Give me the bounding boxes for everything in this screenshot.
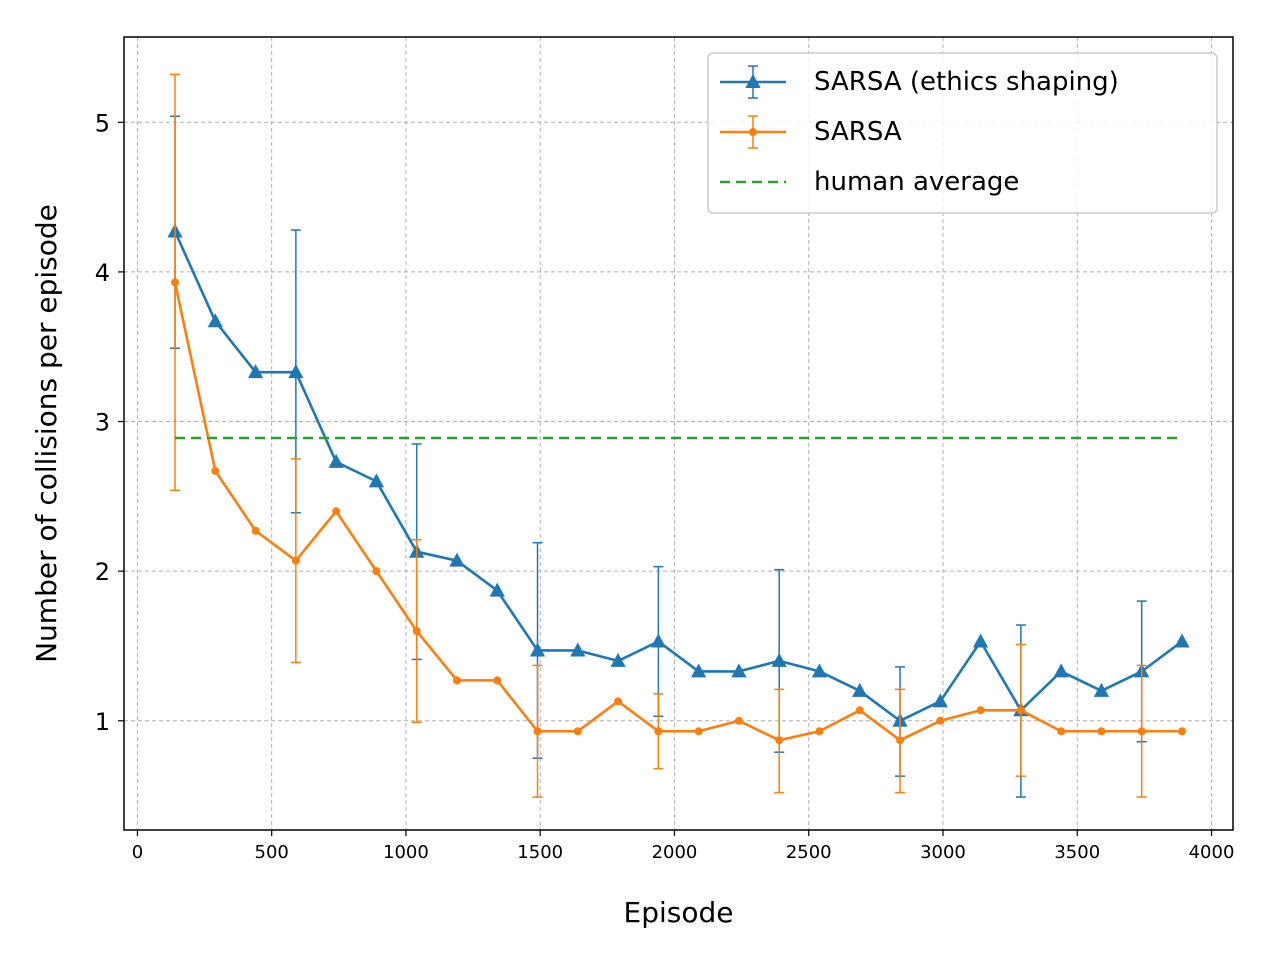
plot-frame — [123, 36, 1234, 831]
data-point[interactable] — [529, 642, 546, 657]
series-group — [167, 73, 1190, 798]
x-tick-label: 1000 — [383, 842, 429, 863]
series-line — [173, 230, 1183, 723]
data-point[interactable] — [691, 663, 707, 678]
y-axis-title: Number of collisions per episode — [30, 204, 63, 663]
data-point[interactable] — [247, 364, 264, 379]
data-point[interactable] — [412, 627, 421, 636]
y-tick-label: 4 — [95, 259, 110, 287]
data-point[interactable] — [654, 727, 663, 736]
x-tick-label: 3500 — [1054, 842, 1100, 863]
data-point[interactable] — [332, 507, 341, 516]
data-point[interactable] — [171, 278, 180, 287]
data-point[interactable] — [734, 716, 743, 725]
x-tick-label: 500 — [255, 842, 289, 863]
data-point[interactable] — [614, 697, 623, 706]
legend-box — [707, 52, 1218, 214]
y-tick-label: 5 — [95, 109, 110, 137]
legend-item[interactable]: human average — [720, 167, 1019, 197]
y-tick-label: 1 — [95, 708, 110, 736]
data-point[interactable] — [775, 736, 784, 745]
data-point[interactable] — [372, 567, 381, 576]
data-point[interactable] — [452, 676, 461, 685]
data-point[interactable] — [1057, 727, 1066, 736]
x-axis-ticks: 0 500 1000 1500 2000 2500 3000 3500 4000 — [132, 830, 1235, 863]
data-point[interactable] — [610, 652, 626, 667]
data-point[interactable] — [288, 364, 304, 379]
data-point[interactable] — [1174, 633, 1190, 648]
series-sarsa — [170, 73, 1186, 798]
legend-label: SARSA — [814, 117, 902, 147]
data-point[interactable] — [936, 716, 945, 725]
data-point[interactable] — [207, 313, 223, 328]
data-point[interactable] — [1137, 727, 1146, 736]
data-point[interactable] — [251, 526, 260, 535]
data-point[interactable] — [1053, 663, 1069, 678]
data-point[interactable] — [449, 552, 465, 567]
data-point[interactable] — [731, 663, 747, 678]
data-point[interactable] — [493, 676, 502, 685]
x-tick-label: 1500 — [517, 842, 563, 863]
data-point[interactable] — [811, 663, 828, 678]
data-point[interactable] — [291, 556, 300, 565]
series-line — [173, 282, 1182, 742]
data-point[interactable] — [771, 652, 787, 667]
x-axis-title: Episode — [624, 896, 734, 929]
legend-label: human average — [814, 167, 1019, 197]
data-point[interactable] — [1097, 727, 1106, 736]
legend-item[interactable]: SARSA — [720, 115, 902, 149]
data-point[interactable] — [1093, 682, 1110, 697]
series-sarsa-ethics-shaping — [167, 115, 1190, 798]
x-tick-label: 2000 — [652, 842, 698, 863]
legend-marker — [745, 74, 761, 88]
legend[interactable]: SARSA (ethics shaping) SARSA human average — [707, 52, 1218, 214]
data-point[interactable] — [932, 693, 948, 708]
data-point[interactable] — [855, 706, 864, 715]
data-point[interactable] — [1016, 706, 1025, 715]
x-tick-label: 4000 — [1189, 842, 1235, 863]
x-tick-label: 2500 — [786, 842, 832, 863]
data-point[interactable] — [533, 727, 542, 736]
y-axis-ticks: 1 2 3 4 5 — [95, 109, 124, 736]
y-tick-label: 3 — [95, 409, 110, 437]
data-point[interactable] — [1177, 727, 1186, 736]
y-tick-label: 2 — [95, 558, 110, 586]
data-point[interactable] — [976, 706, 985, 715]
legend-label: SARSA (ethics shaping) — [814, 67, 1119, 97]
x-tick-label: 3000 — [920, 842, 966, 863]
legend-marker — [749, 128, 757, 136]
data-point[interactable] — [328, 453, 344, 468]
data-point[interactable] — [694, 727, 703, 736]
data-point[interactable] — [570, 642, 586, 657]
data-point[interactable] — [896, 736, 905, 745]
data-point[interactable] — [573, 727, 582, 736]
data-point[interactable] — [972, 633, 989, 648]
data-point[interactable] — [852, 682, 868, 697]
x-tick-label: 0 — [132, 842, 143, 863]
data-point[interactable] — [650, 633, 666, 648]
data-point[interactable] — [211, 466, 220, 475]
legend-item[interactable]: SARSA (ethics shaping) — [720, 65, 1119, 99]
data-point[interactable] — [489, 582, 505, 597]
data-point[interactable] — [815, 727, 824, 736]
data-point[interactable] — [368, 473, 385, 488]
